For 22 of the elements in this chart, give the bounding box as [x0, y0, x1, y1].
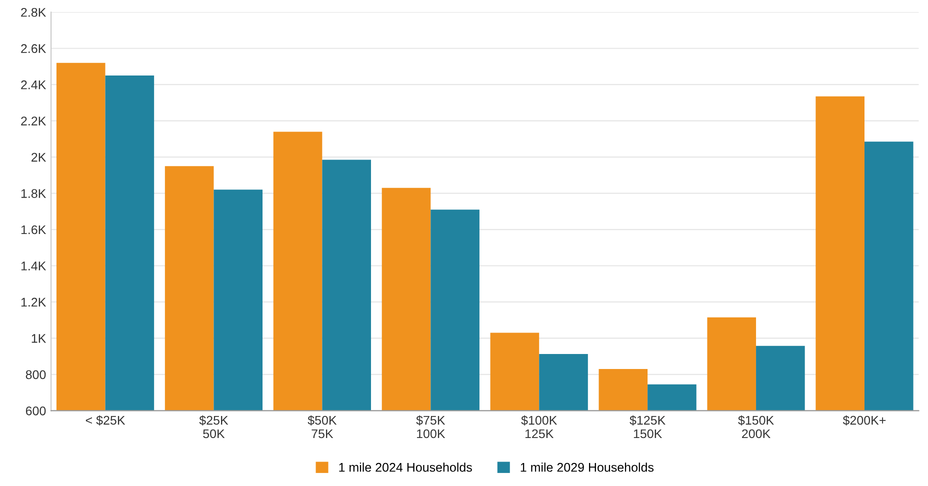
- x-tick-label: $125K 150K: [630, 415, 666, 438]
- y-tick-label: 800: [26, 370, 46, 380]
- x-tick-label: < $25K: [86, 415, 126, 426]
- x-tick-label: $200K+: [842, 415, 886, 426]
- y-tick-label: 2K: [32, 152, 46, 162]
- legend-label: 1 mile 2024 Households: [339, 462, 472, 472]
- y-tick-label: 600: [26, 406, 46, 416]
- y-tick-label: 1.8K: [21, 189, 46, 198]
- y-tick-label: 1K: [32, 334, 46, 343]
- legend-label: 1 mile 2029 Households: [520, 462, 654, 472]
- y-tick-label: 1.6K: [21, 225, 46, 234]
- y-tick-label: 2.8K: [21, 8, 46, 17]
- x-tick-label: $150K 200K: [738, 415, 774, 438]
- x-tick-label: $50K 75K: [308, 415, 337, 438]
- y-tick-label: 2.2K: [21, 116, 46, 126]
- x-tick-label: $100K 125K: [521, 415, 558, 438]
- x-tick-label: $25K 50K: [199, 415, 228, 438]
- y-tick-label: 1.2K: [21, 298, 46, 307]
- y-tick-label: 2.6K: [21, 44, 46, 54]
- y-tick-label: 1.4K: [21, 262, 46, 270]
- y-tick-label: 2.4K: [21, 80, 46, 90]
- x-tick-label: $75K 100K: [416, 415, 446, 438]
